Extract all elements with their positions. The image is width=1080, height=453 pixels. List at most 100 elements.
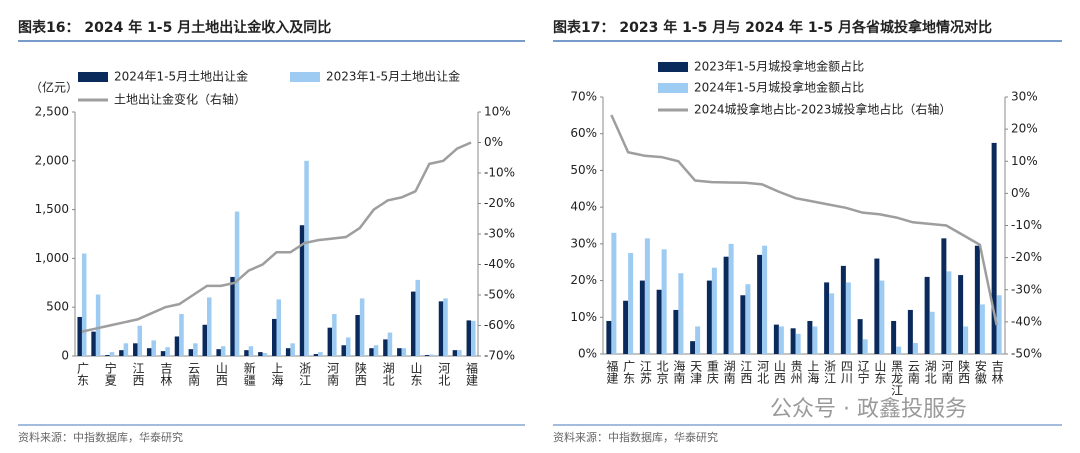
bar: [807, 320, 813, 354]
bar: [606, 320, 612, 354]
bar: [193, 343, 198, 356]
y-tick-label: 70%: [570, 90, 597, 104]
bar: [795, 333, 801, 354]
bar: [369, 348, 374, 356]
bar: [723, 256, 729, 354]
bar: [639, 280, 645, 354]
y2-tick-label: 0%: [484, 135, 503, 149]
y2-tick-label: -70%: [484, 349, 515, 363]
bar: [840, 265, 846, 354]
x-tick-label: 河北: [756, 360, 770, 385]
bar: [373, 345, 379, 356]
y-tick-label: 0%: [578, 347, 597, 361]
bar: [272, 318, 277, 356]
bar: [963, 326, 969, 354]
y-tick-label: 30%: [570, 236, 597, 250]
y2-tick-label: 10%: [1011, 154, 1038, 168]
legend-label: 土地出让金变化（右轴）: [114, 92, 246, 107]
bar: [857, 319, 863, 354]
line: [610, 114, 998, 326]
bar: [137, 325, 143, 356]
bar: [318, 352, 323, 356]
bar: [133, 343, 138, 356]
bar: [862, 339, 868, 354]
bar: [656, 289, 662, 354]
y-axis-label: （亿元）: [30, 80, 78, 95]
x-tick-label: 湖南: [722, 359, 736, 384]
x-tick-label: 四川: [839, 360, 853, 384]
bar: [290, 343, 295, 356]
source: 资料来源：中指数据库，华泰研究: [18, 430, 183, 444]
y2-tick-label: -30%: [1011, 282, 1042, 296]
chart-title: 图表17： 2023 年 1-5 月与 2024 年 1-5 月各省城投拿地情况…: [553, 19, 992, 36]
bar: [745, 284, 751, 354]
bar: [879, 280, 885, 354]
x-tick-label: 上海: [270, 362, 284, 386]
y-tick-label: 1,000: [35, 251, 69, 265]
bar: [262, 353, 268, 356]
y2-tick-label: -60%: [484, 318, 515, 332]
y2-tick-label: -50%: [1011, 347, 1042, 361]
y-tick-label: 10%: [570, 310, 597, 324]
bar: [974, 245, 980, 354]
bar: [244, 350, 249, 356]
bar: [773, 324, 779, 354]
y2-tick-label: 0%: [1011, 186, 1030, 200]
x-tick-label: 广东: [75, 362, 89, 386]
bar: [383, 339, 388, 356]
bar: [160, 351, 166, 356]
bar: [924, 276, 930, 354]
bar: [119, 350, 124, 356]
x-tick-label: 江西: [131, 362, 145, 386]
watermark: 公众号 · 政鑫投服务: [770, 397, 967, 422]
bar: [109, 352, 115, 356]
bar: [695, 326, 701, 354]
bar: [829, 293, 835, 354]
bar: [387, 332, 393, 356]
x-tick-label: 吉林: [990, 360, 1004, 384]
bar: [991, 142, 997, 354]
bar: [438, 301, 444, 356]
legend-label: 2024年1-5月土地出让金: [114, 69, 248, 84]
bar: [345, 337, 351, 356]
y2-tick-label: -40%: [1011, 314, 1042, 328]
bar: [757, 254, 763, 354]
bar: [341, 345, 346, 356]
y2-tick-label: 20%: [1011, 122, 1038, 136]
x-tick-label: 山西: [214, 362, 228, 386]
y-tick-label: 20%: [570, 273, 597, 287]
x-tick-label: 陕西: [957, 359, 971, 384]
legend-swatch: [78, 72, 108, 82]
x-tick-label: 黑龙江: [890, 360, 904, 396]
bar: [304, 160, 309, 356]
x-tick-label: 湖北: [381, 361, 395, 387]
x-tick-label: 陕西: [353, 361, 367, 386]
bar: [179, 314, 184, 356]
x-tick-label: 河北: [437, 362, 451, 387]
y2-tick-label: 30%: [1011, 90, 1038, 104]
x-tick-label: 辽宁: [856, 360, 870, 384]
bar: [123, 343, 129, 356]
x-tick-label: 贵州: [789, 360, 803, 384]
bar: [946, 271, 952, 354]
bar: [628, 253, 634, 354]
y2-tick-label: 10%: [484, 105, 511, 119]
bar: [812, 326, 818, 354]
bar: [248, 346, 254, 356]
x-tick-label: 山东: [873, 360, 887, 384]
bar: [996, 295, 1002, 354]
bar: [91, 331, 96, 356]
bar: [216, 349, 221, 356]
bar: [81, 253, 87, 356]
x-tick-label: 浙江: [298, 362, 312, 386]
legend-swatch: [658, 62, 688, 72]
bar: [415, 279, 420, 356]
bar: [276, 299, 281, 356]
bar: [728, 243, 734, 354]
bar: [929, 311, 935, 354]
bar: [466, 320, 472, 356]
bar: [778, 326, 784, 354]
legend-label: 2024年1-5月城投拿地金额占比: [694, 80, 864, 95]
x-tick-label: 河南: [940, 360, 954, 384]
bar: [941, 238, 947, 354]
